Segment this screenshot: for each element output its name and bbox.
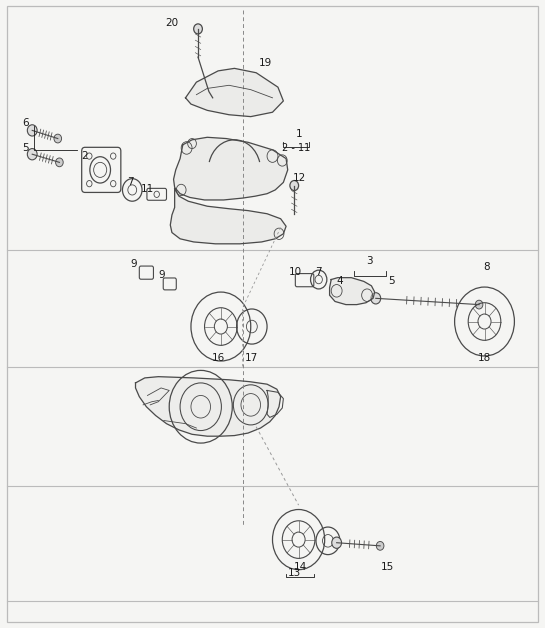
Text: 5: 5: [387, 276, 395, 286]
Text: 7: 7: [127, 177, 134, 187]
Circle shape: [193, 24, 202, 34]
Text: 12: 12: [293, 173, 306, 183]
Circle shape: [290, 180, 299, 190]
Circle shape: [27, 125, 37, 136]
Text: 19: 19: [259, 58, 272, 68]
Circle shape: [56, 158, 63, 167]
Circle shape: [332, 537, 342, 548]
Polygon shape: [136, 377, 281, 436]
Polygon shape: [170, 188, 286, 244]
Circle shape: [54, 134, 62, 143]
Circle shape: [475, 300, 483, 309]
Text: 2 - 11: 2 - 11: [282, 143, 311, 153]
Text: 18: 18: [478, 353, 491, 363]
Text: 3: 3: [366, 256, 373, 266]
Text: 11: 11: [141, 184, 154, 194]
Text: 1: 1: [296, 129, 302, 139]
Text: 13: 13: [288, 568, 301, 578]
Text: 4: 4: [337, 276, 343, 286]
Text: 7: 7: [315, 267, 322, 277]
Text: 20: 20: [165, 18, 178, 28]
Circle shape: [371, 293, 380, 304]
Text: 17: 17: [245, 353, 258, 363]
Polygon shape: [185, 68, 283, 117]
Text: 16: 16: [211, 353, 225, 363]
Text: 9: 9: [130, 259, 137, 269]
Text: 5: 5: [22, 143, 29, 153]
Text: 6: 6: [22, 118, 29, 128]
Text: 15: 15: [381, 561, 395, 571]
Text: 8: 8: [483, 262, 490, 272]
Polygon shape: [173, 138, 288, 200]
Text: 14: 14: [294, 561, 307, 571]
Circle shape: [27, 149, 37, 160]
Text: 2: 2: [81, 151, 88, 161]
Text: 10: 10: [289, 267, 302, 277]
Text: 9: 9: [159, 269, 165, 279]
Circle shape: [377, 541, 384, 550]
Polygon shape: [330, 278, 375, 305]
